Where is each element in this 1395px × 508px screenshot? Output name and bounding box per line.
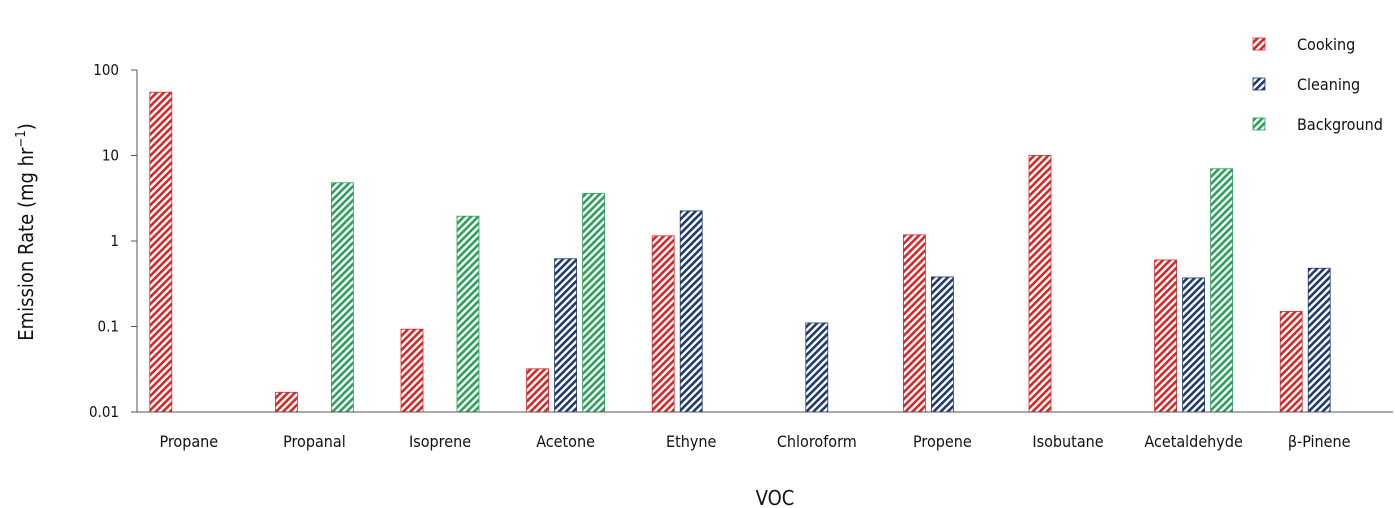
x-category-label: Chloroform xyxy=(777,432,857,451)
bar-cooking-ethyne xyxy=(651,235,675,413)
y-axis-title-close: ) xyxy=(14,123,38,130)
y-axis-title: Emission Rate (mg hr−1) xyxy=(14,123,38,340)
x-category-label: β-Pinene xyxy=(1288,432,1351,451)
bar-background-acetone xyxy=(582,193,605,413)
bars-group xyxy=(149,91,1331,413)
legend-swatch-cooking xyxy=(1252,37,1266,51)
x-ticks-group: Propane Propanal Isoprene Acetone Ethyne Chlo… xyxy=(159,432,1350,451)
y-axis-title-superscript: −1 xyxy=(14,130,29,147)
legend-label-cooking: Cooking xyxy=(1297,35,1355,54)
bar-cooking-acetone xyxy=(526,368,549,413)
x-category-label: Isobutane xyxy=(1032,432,1103,451)
bar-cooking-propene xyxy=(903,234,926,413)
bar-cooking-acetaldehyde xyxy=(1154,259,1177,413)
x-axis-title: VOC xyxy=(756,486,795,508)
bar-cooking-pinene xyxy=(1279,311,1303,413)
legend-label-background: Background xyxy=(1297,115,1383,134)
legend-swatch-cleaning xyxy=(1252,77,1266,91)
bar-cleaning-acetaldehyde xyxy=(1182,277,1205,413)
x-category-label: Propene xyxy=(913,432,972,451)
bar-background-acetaldehyde xyxy=(1210,168,1233,413)
y-ticks-group: 0.01 0.1 1 10 100 xyxy=(89,61,137,421)
y-tick-label: 1 xyxy=(110,232,119,250)
bar-cleaning-chloroform xyxy=(805,322,829,413)
legend-swatch-background xyxy=(1252,117,1266,131)
bar-background-propanal xyxy=(330,182,354,413)
x-category-label: Acetaldehyde xyxy=(1144,432,1243,451)
bar-background-isoprene xyxy=(456,215,480,413)
bar-cooking-isobutane xyxy=(1028,155,1052,413)
x-category-label: Acetone xyxy=(536,432,595,451)
bar-cooking-propanal xyxy=(274,391,298,413)
x-category-label: Isoprene xyxy=(409,432,471,451)
bar-cooking-isoprene xyxy=(400,328,424,413)
bar-cleaning-acetone xyxy=(554,258,577,413)
x-category-label: Ethyne xyxy=(666,432,717,451)
bar-cleaning-propene xyxy=(931,276,954,413)
y-axis-title-main: Emission Rate (mg hr xyxy=(14,147,38,341)
y-tick-label: 0.1 xyxy=(98,318,119,336)
y-tick-label: 100 xyxy=(93,61,119,79)
y-tick-label: 10 xyxy=(102,147,119,165)
bar-cleaning-pinene xyxy=(1307,267,1331,413)
bar-cooking-propane xyxy=(149,91,173,413)
y-tick-label: 0.01 xyxy=(89,403,119,421)
bar-cleaning-ethyne xyxy=(679,210,703,413)
legend: Cooking Cleaning Background xyxy=(1252,35,1383,134)
x-category-label: Propanal xyxy=(283,432,346,451)
x-category-label: Propane xyxy=(159,432,218,451)
legend-label-cleaning: Cleaning xyxy=(1297,75,1360,94)
